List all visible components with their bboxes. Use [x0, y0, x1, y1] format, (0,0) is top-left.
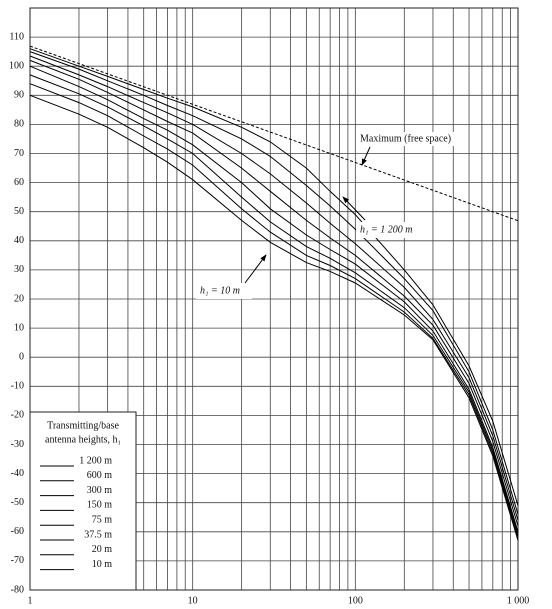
y-tick-label: 50	[14, 206, 24, 217]
label-bg	[356, 222, 428, 238]
arrow	[244, 254, 267, 284]
series-line	[29, 51, 519, 515]
legend-label: 75 m	[92, 514, 113, 525]
series-line	[29, 48, 519, 506]
y-tick-label: 40	[14, 235, 24, 246]
y-tick-label: -70	[11, 555, 24, 566]
y-tick-label: -80	[11, 584, 24, 595]
legend-title: Transmitting/base	[47, 420, 119, 431]
annotation: h₁ = 1 200 m	[360, 224, 412, 235]
x-tick-label: 1 000	[507, 595, 530, 606]
y-tick-label: 110	[9, 31, 24, 42]
free-space-line	[29, 45, 519, 222]
y-tick-label: 70	[14, 148, 24, 159]
x-tick-label: 100	[348, 595, 363, 606]
y-tick-label: 10	[14, 322, 24, 333]
y-tick-label: -10	[11, 381, 24, 392]
label-bg	[196, 283, 252, 299]
y-tick-label: -20	[11, 410, 24, 421]
y-tick-label: -40	[11, 468, 24, 479]
x-tick-label: 1	[28, 595, 33, 606]
legend-label: 37.5 m	[84, 529, 112, 540]
y-tick-label: 80	[14, 119, 24, 130]
y-tick-label: 0	[19, 351, 24, 362]
y-tick-label: -30	[11, 439, 24, 450]
legend-box	[29, 411, 137, 591]
y-tick-label: 60	[14, 177, 24, 188]
annotation: Maximum (free space)	[360, 133, 451, 144]
legend-label: 150 m	[87, 500, 113, 511]
legend-label: 300 m	[87, 485, 113, 496]
plot-frame	[29, 7, 519, 591]
legend-label: 10 m	[92, 559, 113, 570]
label-bg	[357, 132, 457, 146]
annotation: h₁ = 10 m	[200, 285, 240, 296]
legend-label: 600 m	[87, 470, 113, 481]
series-line	[29, 94, 519, 541]
x-tick-label: 10	[188, 595, 198, 606]
series-line	[29, 55, 519, 521]
y-tick-label: 100	[9, 60, 24, 71]
series-line	[29, 74, 519, 535]
arrow	[342, 196, 366, 221]
legend-title: antenna heights, h₁	[45, 434, 121, 445]
legend-label: 1 200 m	[79, 455, 112, 466]
series-line	[29, 65, 519, 532]
arrow	[361, 146, 371, 166]
y-tick-label: 90	[14, 90, 24, 101]
y-tick-label: 30	[14, 264, 24, 275]
series-line	[29, 83, 519, 538]
y-tick-label: -50	[11, 497, 24, 508]
legend-label: 20 m	[92, 544, 113, 555]
y-tick-label: 20	[14, 293, 24, 304]
series-line	[29, 59, 519, 527]
y-tick-label: -60	[11, 526, 24, 537]
